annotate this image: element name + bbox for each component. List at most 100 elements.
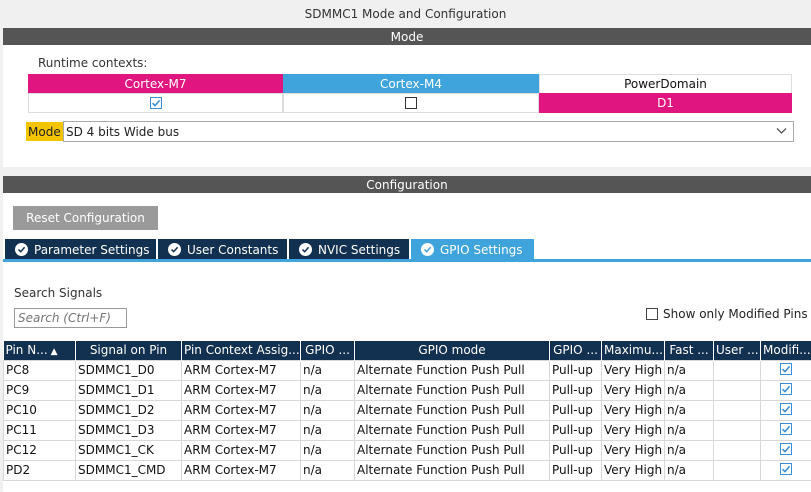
- table-row[interactable]: PD2 SDMMC1_CMD ARM Cortex-M7 n/a Alternate F…: [3, 459, 811, 481]
- check-icon: [781, 445, 791, 453]
- tab-parameter-settings[interactable]: Parameter Settings: [5, 239, 158, 260]
- modified-checkbox[interactable]: [780, 403, 792, 415]
- cell-context: ARM Cortex-M7: [181, 419, 301, 441]
- window-title-text: SDMMC1 Mode and Configuration: [304, 7, 507, 21]
- mode-header-text: Mode: [390, 29, 424, 44]
- cell-pin: PD2: [3, 459, 76, 481]
- cell-pull: Pull-up: [549, 459, 602, 481]
- check-circle-icon: [15, 243, 28, 256]
- cell-modified: [760, 399, 811, 421]
- cell-mode: Alternate Function Push Pull: [354, 439, 550, 461]
- tab-label: GPIO Settings: [440, 242, 523, 257]
- cell-pin: PC8: [3, 359, 76, 381]
- gpio-table: Pin N... ▲ Signal on Pin Pin Context Assi…: [3, 341, 811, 481]
- cell-pin: PC10: [3, 399, 76, 421]
- column-header[interactable]: Pin N... ▲: [3, 341, 76, 360]
- table-row[interactable]: PC10 SDMMC1_D2 ARM Cortex-M7 n/a Alternate F…: [3, 399, 811, 421]
- mode-select[interactable]: SD 4 bits Wide bus: [63, 121, 794, 142]
- column-header[interactable]: Maximu...: [601, 341, 665, 360]
- cell-pull: Pull-up: [549, 359, 602, 381]
- column-header[interactable]: Pin Context Assig...: [181, 341, 301, 360]
- search-signals-label: Search Signals: [14, 286, 103, 300]
- power-domain-value: D1: [539, 93, 792, 113]
- runtime-contexts-label: Runtime contexts:: [38, 56, 148, 70]
- cortex-m7-checkbox[interactable]: [149, 97, 162, 109]
- tab-nvic-settings[interactable]: NVIC Settings: [289, 239, 411, 260]
- column-header[interactable]: User ...: [713, 341, 761, 360]
- check-icon: [781, 425, 791, 433]
- check-icon: [781, 385, 791, 393]
- tab-label: NVIC Settings: [318, 242, 401, 257]
- cell-speed: Very High: [601, 459, 665, 481]
- mode-section-header: Mode: [3, 28, 811, 45]
- cell-signal: SDMMC1_CMD: [75, 459, 182, 481]
- column-header[interactable]: GPIO ...: [549, 341, 602, 360]
- column-header[interactable]: Fast ...: [664, 341, 714, 360]
- cell-fast: n/a: [664, 359, 714, 381]
- column-header[interactable]: GPIO ...: [300, 341, 355, 360]
- reset-configuration-button[interactable]: Reset Configuration: [13, 206, 158, 230]
- check-circle-icon: [421, 243, 434, 256]
- cell-pin: PC11: [3, 419, 76, 441]
- modified-checkbox[interactable]: [780, 443, 792, 455]
- show-modified-checkbox[interactable]: [646, 308, 658, 320]
- table-row[interactable]: PC8 SDMMC1_D0 ARM Cortex-M7 n/a Alternate Fu…: [3, 359, 811, 381]
- cell-user: [713, 439, 761, 461]
- cell-fast: n/a: [664, 459, 714, 481]
- cell-context: ARM Cortex-M7: [181, 439, 301, 461]
- cell-signal: SDMMC1_CK: [75, 439, 182, 461]
- column-header[interactable]: Modifi...: [760, 341, 811, 360]
- cell-gpio: n/a: [300, 459, 355, 481]
- tab-gpio-settings[interactable]: GPIO Settings: [411, 239, 536, 260]
- cell-modified: [760, 359, 811, 381]
- column-header[interactable]: GPIO mode: [354, 341, 550, 360]
- sort-ascending-icon: ▲: [50, 347, 58, 358]
- cell-signal: SDMMC1_D3: [75, 419, 182, 441]
- cell-speed: Very High: [601, 419, 665, 441]
- table-row[interactable]: PC12 SDMMC1_CK ARM Cortex-M7 n/a Alternate F…: [3, 439, 811, 461]
- cell-user: [713, 419, 761, 441]
- modified-checkbox[interactable]: [780, 423, 792, 435]
- config-section-header: Configuration: [3, 176, 811, 193]
- modified-checkbox[interactable]: [780, 463, 792, 475]
- cell-pull: Pull-up: [549, 379, 602, 401]
- cell-mode: Alternate Function Push Pull: [354, 379, 550, 401]
- cell-context: ARM Cortex-M7: [181, 459, 301, 481]
- cell-modified: [760, 439, 811, 461]
- cell-modified: [760, 379, 811, 401]
- tab-underline: [3, 259, 811, 262]
- cell-user: [713, 459, 761, 481]
- cell-context: ARM Cortex-M7: [181, 379, 301, 401]
- cell-gpio: n/a: [300, 399, 355, 421]
- cell-mode: Alternate Function Push Pull: [354, 399, 550, 421]
- cortex-m4-checkbox[interactable]: [405, 97, 417, 109]
- cell-fast: n/a: [664, 419, 714, 441]
- tab-user-constants[interactable]: User Constants: [158, 239, 289, 260]
- modified-checkbox[interactable]: [780, 383, 792, 395]
- search-input[interactable]: [14, 308, 127, 328]
- column-header[interactable]: Signal on Pin: [75, 341, 182, 360]
- cell-pull: Pull-up: [549, 399, 602, 421]
- cell-user: [713, 359, 761, 381]
- cell-mode: Alternate Function Push Pull: [354, 419, 550, 441]
- cell-fast: n/a: [664, 379, 714, 401]
- context-cell-cortex-m4: [283, 93, 539, 113]
- cell-speed: Very High: [601, 359, 665, 381]
- power-domain-header: PowerDomain: [539, 74, 792, 94]
- tab-label: Parameter Settings: [34, 242, 150, 257]
- cell-modified: [760, 459, 811, 481]
- cell-context: ARM Cortex-M7: [181, 359, 301, 381]
- tab-label: User Constants: [187, 242, 279, 257]
- cell-speed: Very High: [601, 439, 665, 461]
- table-row[interactable]: PC9 SDMMC1_D1 ARM Cortex-M7 n/a Alternate Fu…: [3, 379, 811, 401]
- check-icon: [781, 365, 791, 373]
- table-row[interactable]: PC11 SDMMC1_D3 ARM Cortex-M7 n/a Alternate F…: [3, 419, 811, 441]
- modified-checkbox[interactable]: [780, 363, 792, 375]
- cell-signal: SDMMC1_D1: [75, 379, 182, 401]
- cell-fast: n/a: [664, 439, 714, 461]
- mode-label: Mode: [26, 122, 63, 141]
- context-header-cortex-m7: Cortex-M7: [28, 74, 283, 94]
- show-modified-toggle[interactable]: Show only Modified Pins: [646, 307, 808, 321]
- cell-pull: Pull-up: [549, 439, 602, 461]
- cell-pin: PC12: [3, 439, 76, 461]
